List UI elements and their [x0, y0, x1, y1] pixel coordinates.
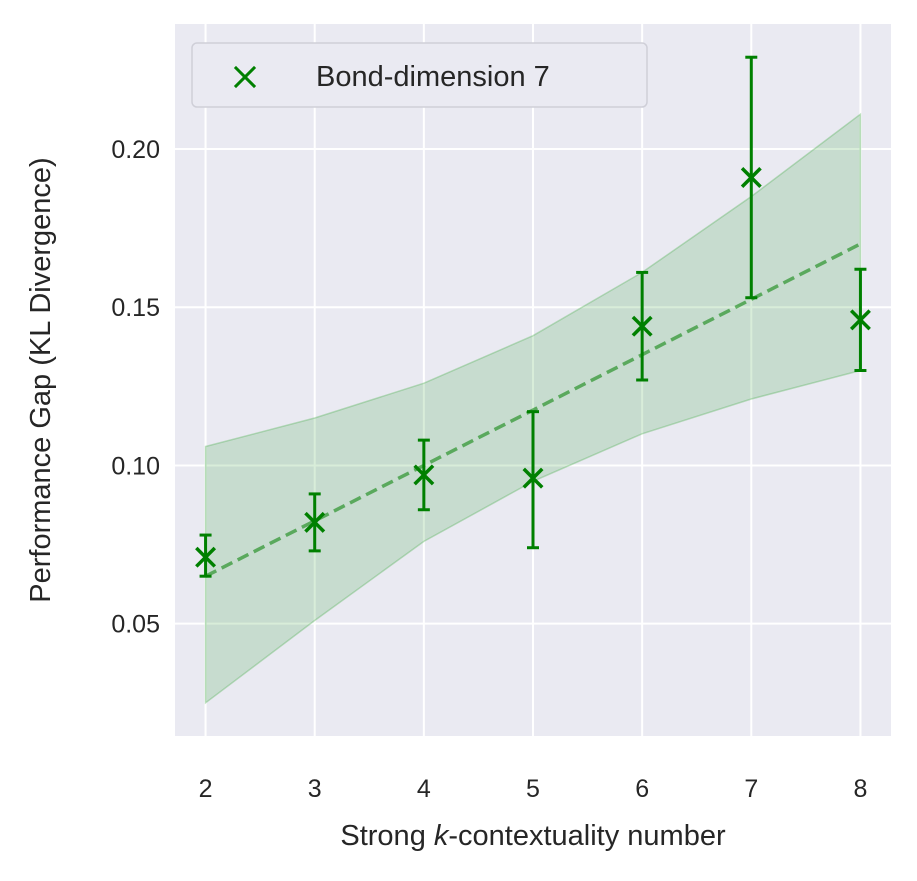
x-tick-label: 6	[635, 775, 649, 803]
legend-marker-x-icon	[233, 65, 257, 89]
x-tick-label: 5	[526, 775, 540, 803]
data-point-x-marker	[304, 511, 326, 533]
x-tick-label: 7	[744, 775, 758, 803]
legend: Bond-dimension 7	[191, 42, 648, 108]
y-tick-label: 0.05	[111, 611, 160, 639]
y-tick-label: 0.10	[111, 452, 160, 480]
data-point-x-marker	[413, 464, 435, 486]
x-tick-label: 4	[417, 775, 431, 803]
y-axis-label: Performance Gap (KL Divergence)	[25, 157, 57, 602]
fit-line	[204, 242, 862, 578]
x-axis-label: Strong k-contextuality number	[340, 820, 726, 852]
y-tick-label: 0.20	[111, 136, 160, 164]
legend-entry-label: Bond-dimension 7	[316, 61, 550, 93]
x-tick-labels: 2 3 4 5 6 7 8	[199, 775, 868, 803]
data-point-x-marker	[849, 309, 871, 331]
x-tick-label: 3	[308, 775, 322, 803]
markers-group	[195, 167, 871, 568]
x-tick-label: 2	[199, 775, 213, 803]
data-point-x-marker	[631, 315, 653, 337]
y-tick-label: 0.15	[111, 294, 160, 322]
data-point-x-marker	[740, 167, 762, 188]
data-point-x-marker	[522, 467, 544, 489]
x-tick-label: 8	[853, 775, 867, 803]
legend-box	[191, 42, 648, 108]
data-point-x-marker	[195, 546, 217, 568]
grid-lines	[175, 24, 891, 736]
y-tick-labels: 0.05 0.10 0.15 0.20	[111, 136, 160, 639]
fit-line-group	[204, 242, 862, 578]
